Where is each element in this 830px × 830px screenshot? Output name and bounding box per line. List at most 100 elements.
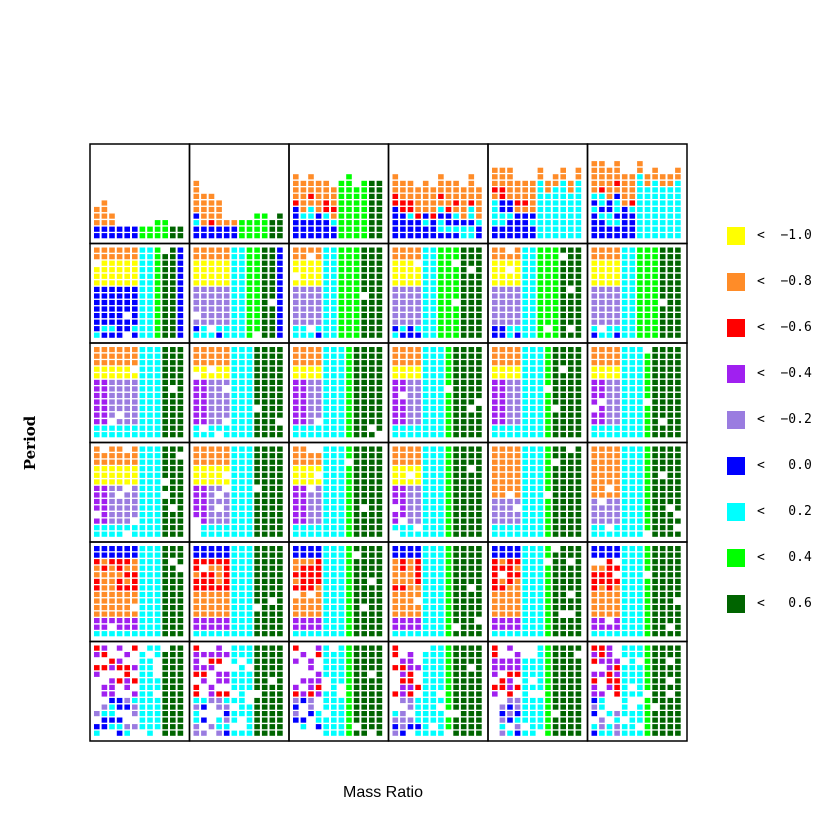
heatmap-cell <box>269 525 276 531</box>
heatmap-cell <box>644 233 651 239</box>
heatmap-cell <box>94 405 100 412</box>
heatmap-cell <box>154 492 161 498</box>
heatmap-cell <box>575 267 582 273</box>
heatmap-cell <box>101 306 108 312</box>
heatmap-cell <box>614 492 620 498</box>
heatmap-cell <box>468 605 475 611</box>
heatmap-cell <box>246 347 253 353</box>
heatmap-cell <box>438 518 444 524</box>
heatmap-cell <box>644 299 651 306</box>
heatmap-cell <box>293 353 299 359</box>
heatmap-cell <box>323 453 329 459</box>
heatmap-cell <box>407 665 414 671</box>
heatmap-cell <box>460 559 467 565</box>
heatmap-cell <box>223 697 230 704</box>
heatmap-cell <box>116 645 123 651</box>
heatmap-cell <box>315 453 322 459</box>
heatmap-cell <box>507 193 513 199</box>
heatmap-cell <box>476 472 482 478</box>
heatmap-cell <box>369 546 375 552</box>
heatmap-cell <box>552 313 559 319</box>
heatmap-cell <box>560 618 566 624</box>
heatmap-cell <box>392 260 399 266</box>
heatmap-cell <box>369 618 375 624</box>
heatmap-cell <box>208 585 215 591</box>
heatmap-cell <box>659 220 666 226</box>
heatmap-cell <box>124 492 130 498</box>
heatmap-cell <box>667 559 674 565</box>
heatmap-cell <box>667 206 674 213</box>
heatmap-cell <box>568 273 574 279</box>
heatmap-cell <box>246 267 253 273</box>
heatmap-cell <box>315 347 322 353</box>
heatmap-cell <box>637 546 643 552</box>
heatmap-cell <box>407 353 414 359</box>
heatmap-cell <box>132 525 138 531</box>
heatmap-cell <box>568 505 574 511</box>
heatmap-cell <box>392 605 399 611</box>
heatmap-cell <box>537 505 544 511</box>
heatmap-cell <box>132 472 138 478</box>
heatmap-cell <box>293 187 299 193</box>
heatmap-cell <box>154 697 161 704</box>
heatmap-cell <box>139 446 146 452</box>
heatmap-cell <box>667 326 674 332</box>
heatmap-cell <box>201 399 207 405</box>
heatmap-cell <box>575 180 582 186</box>
heatmap-cell <box>422 446 429 452</box>
heatmap-cell <box>94 366 100 372</box>
heatmap-cell <box>637 267 643 273</box>
heatmap-cell <box>621 319 628 325</box>
heatmap-cell <box>376 180 383 186</box>
heatmap-cell <box>162 286 168 292</box>
heatmap-cell <box>331 213 337 219</box>
heatmap-cell <box>599 206 605 213</box>
heatmap-cell <box>293 624 299 630</box>
heatmap-cell <box>147 399 153 405</box>
heatmap-cell <box>269 432 276 438</box>
heatmap-cell <box>460 645 467 651</box>
heatmap-cell <box>261 399 268 405</box>
heatmap-cell <box>277 704 283 710</box>
heatmap-cell <box>468 193 475 199</box>
heatmap-cell <box>277 286 283 292</box>
heatmap-cell <box>400 466 406 472</box>
heatmap-cell <box>269 399 276 405</box>
heatmap-cell <box>109 280 115 286</box>
heatmap-cell <box>193 631 200 637</box>
heatmap-cell <box>621 552 628 558</box>
heatmap-cell <box>246 518 253 524</box>
heatmap-cell <box>346 299 352 306</box>
heatmap-cell <box>116 578 123 584</box>
heatmap-cell <box>139 498 146 505</box>
heatmap-cell <box>652 531 658 537</box>
heatmap-cell <box>591 631 598 637</box>
heatmap-cell <box>591 373 598 379</box>
heatmap-cell <box>430 585 437 591</box>
heatmap-cell <box>507 167 513 173</box>
heatmap-cell <box>293 174 299 180</box>
heatmap-cell <box>177 572 184 578</box>
heatmap-cell <box>407 704 414 710</box>
heatmap-cell <box>223 260 230 266</box>
heatmap-cell <box>223 578 230 584</box>
heatmap-cell <box>331 559 337 565</box>
heatmap-cell <box>492 459 498 465</box>
heatmap-cell <box>621 326 628 332</box>
heatmap-cell <box>507 373 513 379</box>
heatmap-cell <box>231 220 238 226</box>
heatmap-cell <box>231 299 238 306</box>
heatmap-cell <box>269 466 276 472</box>
heatmap-cell <box>361 360 367 366</box>
heatmap-cell <box>277 512 283 518</box>
heatmap-cell <box>261 691 268 697</box>
heatmap-cell <box>277 373 283 379</box>
heatmap-cell <box>109 306 115 312</box>
heatmap-cell <box>545 187 551 193</box>
heatmap-cell <box>659 306 666 312</box>
heatmap-cell <box>216 313 222 319</box>
heatmap-cell <box>445 485 452 491</box>
heatmap-cell <box>109 432 115 438</box>
heatmap-cell <box>170 485 176 491</box>
heatmap-cell <box>277 453 283 459</box>
